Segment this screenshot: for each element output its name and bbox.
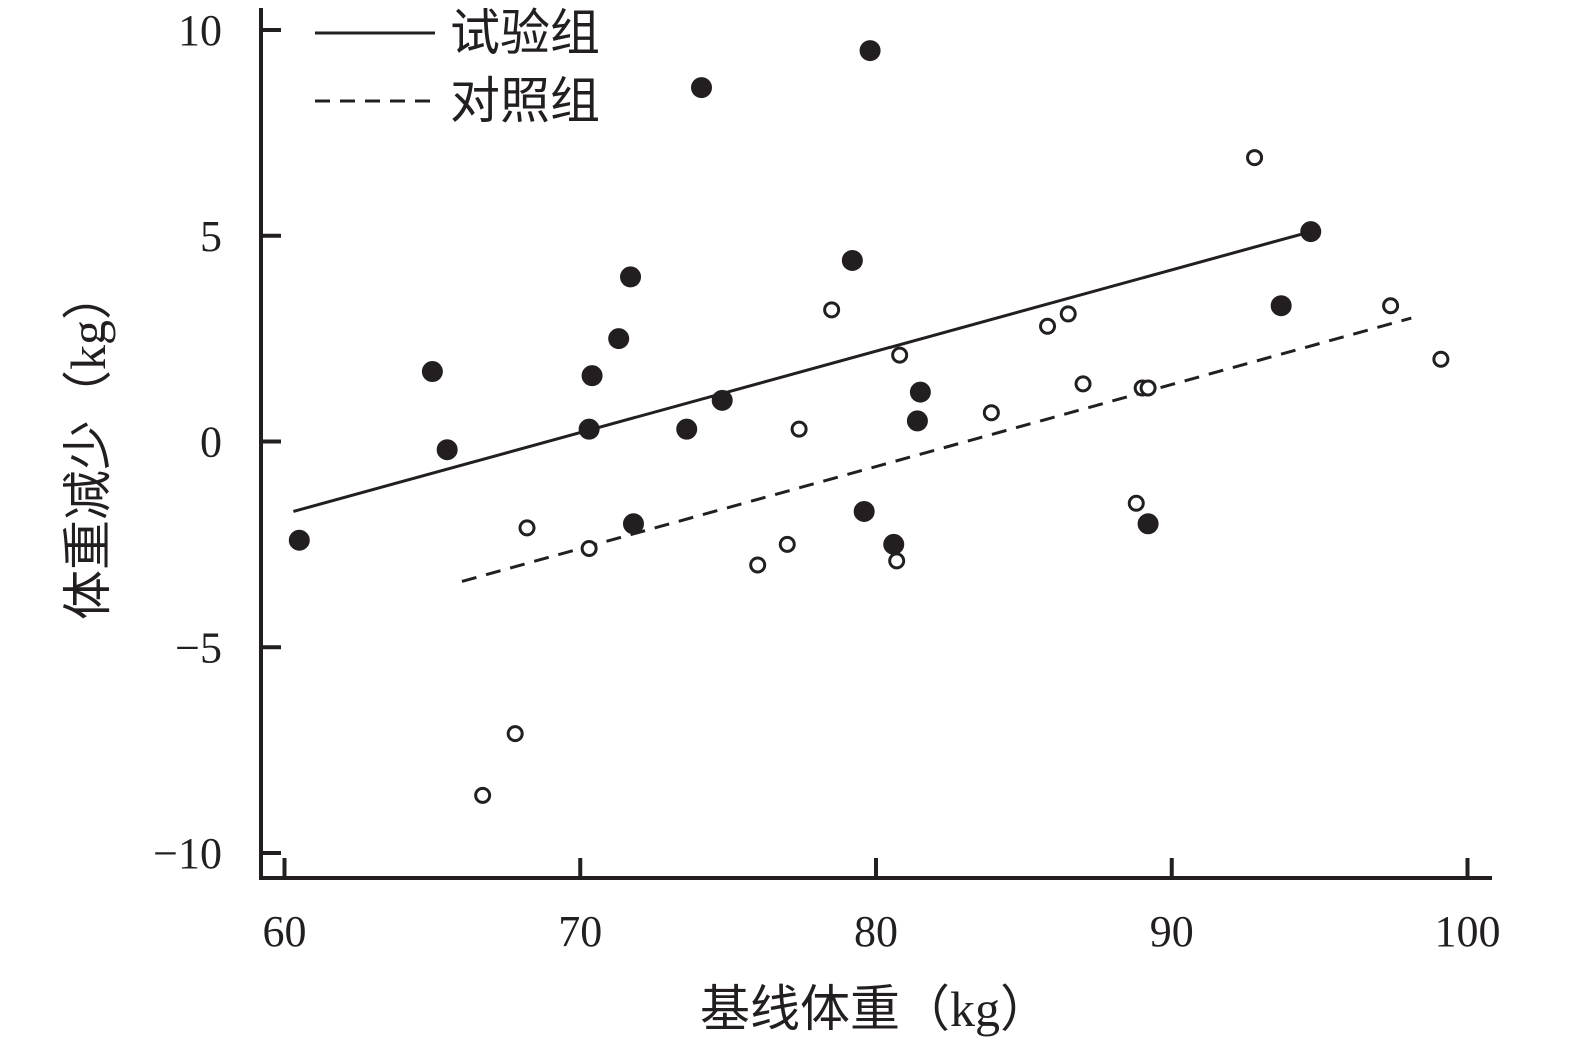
- x-tick-label: 60: [263, 907, 307, 956]
- trial-data-point: [841, 249, 863, 271]
- control-data-point: [1139, 379, 1157, 397]
- control-data-point: [891, 346, 909, 364]
- trial-data-point: [608, 328, 630, 350]
- y-tick-label: 0: [200, 418, 222, 467]
- x-axis-title: 基线体重（kg）: [700, 981, 1050, 1037]
- trial-data-point: [883, 533, 905, 555]
- trial-data-point: [436, 439, 458, 461]
- control-data-point: [580, 539, 598, 557]
- control-data-point: [506, 725, 524, 743]
- trial-data-point: [859, 40, 881, 62]
- x-tick-label: 80: [854, 907, 898, 956]
- control-data-point: [982, 404, 1000, 422]
- control-data-point: [749, 556, 767, 574]
- control-data-point: [1074, 375, 1092, 393]
- trial-data-point: [288, 529, 310, 551]
- trial-data-point: [421, 361, 443, 383]
- control-data-point: [1382, 297, 1400, 315]
- trial-fit-line: [292, 230, 1312, 513]
- control-data-point: [1432, 350, 1450, 368]
- control-data-point: [1059, 305, 1077, 323]
- control-data-point: [1039, 317, 1057, 335]
- trial-data-point: [711, 389, 733, 411]
- trial-data-point: [622, 513, 644, 535]
- y-tick-label: −10: [153, 829, 222, 878]
- data-points: [288, 40, 1450, 804]
- trial-data-point: [1270, 295, 1292, 317]
- y-tick-label: −5: [175, 623, 222, 672]
- trial-data-point: [1300, 221, 1322, 243]
- trial-data-point: [691, 77, 713, 99]
- control-data-point: [778, 535, 796, 553]
- trial-data-point: [853, 500, 875, 522]
- trial-data-point: [620, 266, 642, 288]
- x-tick-label: 90: [1150, 907, 1194, 956]
- control-data-point: [518, 519, 536, 537]
- y-tick-label: 5: [200, 212, 222, 261]
- legend-label: 对照组: [450, 73, 600, 129]
- x-tick-label: 100: [1435, 907, 1501, 956]
- fit-lines: [292, 230, 1412, 583]
- control-data-point: [474, 786, 492, 804]
- control-data-point: [888, 552, 906, 570]
- x-tick-label: 70: [558, 907, 602, 956]
- trial-data-point: [906, 410, 928, 432]
- trial-data-point: [581, 365, 603, 387]
- control-data-point: [1246, 149, 1264, 167]
- control-data-point: [823, 301, 841, 319]
- control-data-point: [790, 420, 808, 438]
- trial-data-point: [676, 418, 698, 440]
- trial-data-point: [578, 418, 600, 440]
- ticks: 60 70 80 90 100 10 5 0 −5 −10: [153, 6, 1500, 956]
- legend-label: 试验组: [450, 5, 600, 61]
- trial-data-point: [1137, 513, 1159, 535]
- control-fit-line: [461, 316, 1412, 583]
- y-tick-label: 10: [178, 6, 222, 55]
- y-axis-title: 体重减少（kg）: [60, 270, 116, 620]
- trial-data-point: [909, 381, 931, 403]
- control-data-point: [1127, 494, 1145, 512]
